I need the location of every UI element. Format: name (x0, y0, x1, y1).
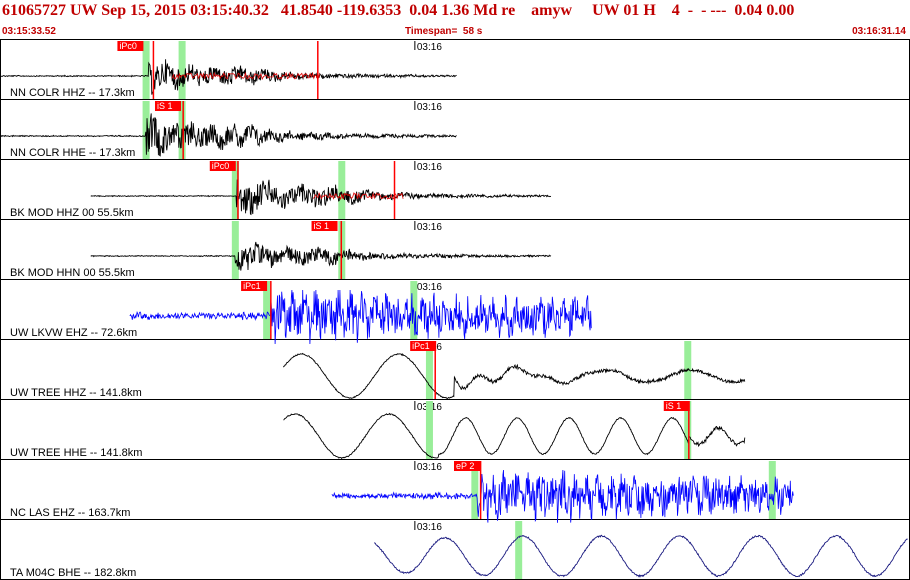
header-divider (0, 39, 910, 40)
channel-label: NN COLR HHZ -- 17.3km (10, 87, 135, 99)
channel-label: BK MOD HHZ 00 55.5km (10, 207, 133, 219)
waveform-trace (373, 534, 908, 578)
phase-label-box (410, 341, 437, 351)
phase-label: eP 2 (456, 461, 474, 471)
pick-highlight-band (471, 461, 479, 519)
channel-label: UW LKVW EHZ -- 72.6km (10, 327, 137, 339)
minute-tick-label: 03:16 (417, 42, 442, 53)
pick-highlight-band (338, 161, 346, 219)
phase-label-box (209, 161, 236, 171)
phase-label: iPc0 (119, 41, 137, 51)
phase-label-box (117, 41, 144, 51)
end-time-label: 03:16:31.14 (852, 26, 906, 37)
channel-row-3: 03:16 iPc0 BK MOD HHZ 00 55.5km (0, 160, 910, 220)
phase-label: iPc1 (412, 341, 430, 351)
waveform-trace (0, 113, 457, 157)
channel-label: UW TREE HHE -- 141.8km (10, 447, 142, 459)
pick-highlight-band (231, 221, 239, 279)
minute-tick-label: 03:16 (417, 462, 442, 473)
phase-label-box (454, 461, 480, 471)
pick-highlight-band (425, 341, 433, 399)
minute-tick-label: 03:16 (417, 162, 442, 173)
channel-label: TA M04C BHE -- 182.8km (10, 567, 136, 579)
phase-label: iS 1 (157, 101, 173, 111)
phase-label-box (241, 281, 268, 291)
channel-label: NN COLR HHE -- 17.3km (10, 147, 135, 159)
event-header: 61065727 UW Sep 15, 2015 03:15:40.32 41.… (0, 0, 910, 40)
pick-highlight-band (263, 281, 271, 339)
minute-tick-label: 03:16 (417, 282, 442, 293)
pick-highlight-band (231, 161, 239, 219)
channel-row-1: 03:16 iPc0 NN COLR HHZ -- 17.3km (0, 40, 910, 100)
waveform-trace (90, 179, 552, 216)
pick-highlight-band (684, 401, 692, 459)
pick-highlight-band (142, 101, 150, 159)
pick-overlay-trace (171, 71, 321, 81)
phase-label-box (154, 101, 181, 111)
phase-label: iPc1 (243, 281, 261, 291)
pick-highlight-band (768, 461, 776, 519)
pick-highlight-band (142, 41, 150, 99)
channel-label: BK MOD HHN 00 55.5km (10, 267, 135, 279)
phase-label-box (311, 221, 338, 231)
start-time-label: 03:15:33.52 (2, 26, 56, 37)
timespan-label: Timespan= 58 s (405, 26, 483, 37)
channel-row-5: 03:16 iPc1 UW LKVW EHZ -- 72.6km (0, 280, 910, 345)
waveform-trace (0, 59, 457, 95)
pick-highlight-band (425, 401, 433, 459)
minute-tick-label: 03:16 (417, 222, 442, 233)
phase-label-box (663, 401, 690, 411)
waveform-trace (90, 241, 552, 271)
waveform-trace (283, 412, 746, 460)
time-info-row: 03:15:33.52 Timespan= 58 s 03:16:31.14 (0, 26, 910, 38)
channel-label: NC LAS EHZ -- 163.7km (10, 507, 130, 519)
channel-row-2: 03:16 iS 1 NN COLR HHE -- 17.3km (0, 100, 910, 160)
channel-label: UW TREE HHZ -- 141.8km (10, 387, 142, 399)
minute-tick-label: 03:16 (417, 102, 442, 113)
minute-tick-label: 03:16 (417, 522, 442, 533)
channel-row-9: 03:16 TA M04C BHE -- 182.8km (0, 520, 910, 580)
waveform-trace (331, 469, 794, 523)
channel-row-4: 03:16 iS 1 BK MOD HHN 00 55.5km (0, 220, 910, 280)
phase-label: iS 1 (314, 221, 330, 231)
pick-highlight-band (515, 521, 523, 579)
phase-label: iPc0 (212, 161, 230, 171)
waveform-trace (283, 352, 746, 400)
channel-row-8: 03:16 eP 2 NC LAS EHZ -- 163.7km (0, 460, 910, 523)
phase-label: iS 1 (666, 401, 682, 411)
pick-overlay-trace (312, 192, 404, 201)
pick-highlight-band (178, 41, 186, 99)
event-summary-line: 61065727 UW Sep 15, 2015 03:15:40.32 41.… (2, 2, 795, 19)
waveform-trace (129, 289, 592, 345)
